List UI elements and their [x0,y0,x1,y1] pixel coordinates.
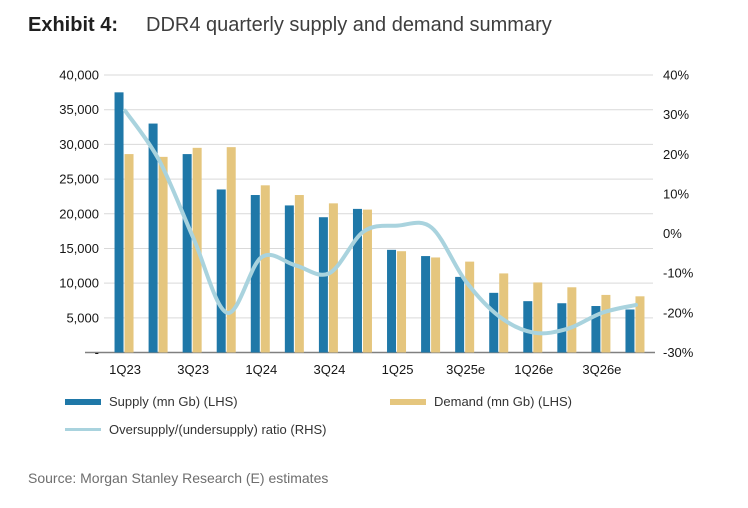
x-axis-label: 1Q24 [245,362,277,377]
supply-bar [625,309,635,353]
right-axis-tick-label: -30% [663,345,694,360]
x-axis-label: 1Q23 [109,362,141,377]
left-axis-tick-label: 15,000 [59,241,99,256]
supply-bar [318,217,328,353]
chart-title: DDR4 quarterly supply and demand summary [146,14,552,36]
supply-bar [591,306,601,353]
left-axis-tick-label: 30,000 [59,137,99,152]
demand-bar [124,154,134,353]
left-axis-tick-label: 40,000 [59,68,99,83]
demand-bar [158,156,168,353]
demand-bar [328,203,338,353]
right-axis-tick-label: 30% [663,107,689,122]
right-axis-tick-label: -20% [663,305,694,320]
supply-bar [284,205,294,353]
x-axis-label: 3Q23 [177,362,209,377]
left-axis-tick-label: 35,000 [59,102,99,117]
supply-bar [352,208,362,353]
left-axis-tick-label: 25,000 [59,172,99,187]
x-axis-label: 3Q24 [314,362,346,377]
legend-swatch-demand [390,398,426,405]
legend-label-ratio: Oversupply/(undersupply) ratio (RHS) [109,422,327,437]
ratio-line [123,108,638,336]
exhibit-label: Exhibit 4: [28,14,119,36]
x-axis-label: 1Q25 [382,362,414,377]
demand-bar [397,251,407,353]
chart-header: Exhibit 4: DDR4 quarterly supply and dema… [28,14,552,37]
demand-bar [260,185,270,353]
legend-label-demand: Demand (mn Gb) (LHS) [434,394,572,409]
right-axis-tick-label: 40% [663,68,689,83]
left-axis-tick-label: 5,000 [66,310,99,325]
supply-bar [523,301,533,353]
right-axis-tick-label: 0% [663,226,682,241]
left-axis-tick-label: 10,000 [59,276,99,291]
x-axis-label: 3Q25e [446,362,485,377]
legend-item-ratio: Oversupply/(undersupply) ratio (RHS) [65,422,326,437]
supply-bar [182,154,192,353]
demand-bar [362,209,372,353]
demand-bar [601,294,611,353]
supply-bar [421,256,431,353]
supply-bar [216,189,226,353]
demand-bar [465,261,475,353]
x-axis-label: 1Q26e [514,362,553,377]
legend-label-supply: Supply (mn Gb) (LHS) [109,394,238,409]
supply-bar [387,249,397,353]
supply-bar [489,292,499,353]
demand-bar [533,282,543,353]
demand-bar [635,296,645,353]
x-axis-label: 3Q26e [582,362,621,377]
demand-bar [431,257,441,353]
legend-item-demand: Demand (mn Gb) (LHS) [390,394,572,409]
demand-bar [499,273,509,353]
right-axis-tick-label: -10% [663,266,694,281]
supply-bar [114,92,124,353]
supply-bar [148,123,158,353]
legend-swatch-supply [65,398,101,405]
left-axis-tick-label: - [95,345,99,360]
supply-bar [250,195,260,353]
demand-bar [226,147,236,353]
legend-swatch-ratio [65,428,101,431]
source-note: Source: Morgan Stanley Research (E) esti… [28,470,329,486]
supply-bar [455,276,465,353]
left-axis-tick-label: 20,000 [59,206,99,221]
right-axis-tick-label: 20% [663,147,689,162]
demand-bar [294,195,304,353]
supply-bar [557,303,567,353]
right-axis-tick-label: 10% [663,186,689,201]
demand-bar [567,287,577,353]
legend-item-supply: Supply (mn Gb) (LHS) [65,394,238,409]
